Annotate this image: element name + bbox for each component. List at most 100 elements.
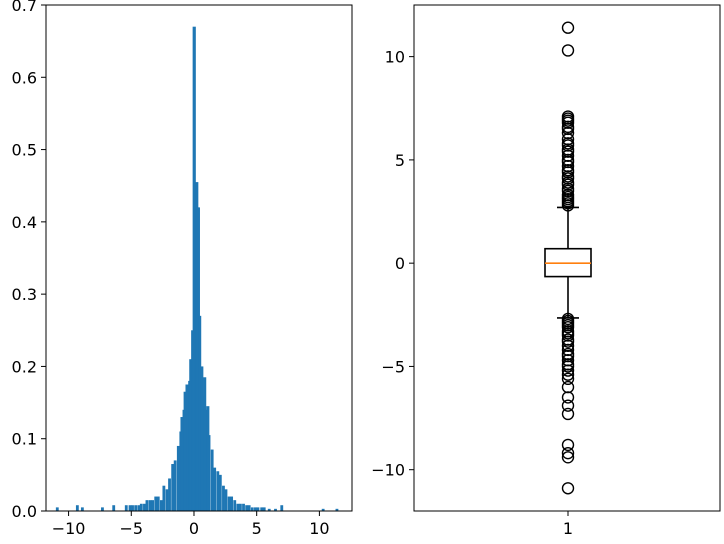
boxplot-fliers xyxy=(561,21,575,495)
histogram-bars xyxy=(55,26,339,511)
boxplot-frame xyxy=(413,4,721,512)
histogram-bar xyxy=(171,464,175,511)
y-tick-label: 0.1 xyxy=(12,430,37,449)
histogram-bar xyxy=(139,503,143,511)
histogram-bar xyxy=(210,449,214,511)
histogram-axes: −10 −5 0 5 10 0.0 0.1 0.2 0.3 0.4 0.5 0.6 0.7 xyxy=(12,0,353,538)
histogram-bar xyxy=(165,489,169,511)
x-tick-label: 1 xyxy=(563,519,573,538)
histogram-bar xyxy=(101,507,104,511)
histogram-bar xyxy=(159,500,163,511)
y-tick-label: −10 xyxy=(371,461,405,480)
histogram-bar xyxy=(203,377,207,511)
histogram-bar xyxy=(145,500,149,511)
histogram-bar xyxy=(183,391,187,511)
histogram-bar xyxy=(216,471,220,511)
histogram-bar xyxy=(218,474,222,511)
histogram-bar xyxy=(80,507,84,511)
y-tick-label: 5 xyxy=(395,151,405,170)
histogram-y-ticks: 0.0 0.1 0.2 0.3 0.4 0.5 0.6 0.7 xyxy=(12,0,46,521)
histogram-bar xyxy=(224,489,228,511)
y-tick-label: 0.7 xyxy=(12,0,37,15)
outlier-point xyxy=(561,364,575,377)
histogram-frame xyxy=(45,4,353,512)
outlier-point xyxy=(561,391,575,404)
histogram-bar xyxy=(321,508,325,511)
histogram-bar xyxy=(260,507,264,511)
y-tick-label: 0.5 xyxy=(12,141,37,160)
histogram-bar xyxy=(195,182,199,511)
x-tick-label: 0 xyxy=(189,519,199,538)
outlier-point xyxy=(561,21,575,34)
histogram-bar xyxy=(245,505,249,511)
y-tick-label: 0.0 xyxy=(12,502,37,521)
y-tick-label: 0.4 xyxy=(12,213,37,232)
y-tick-label: 0.6 xyxy=(12,68,37,87)
histogram-bar xyxy=(137,505,141,511)
histogram-bar xyxy=(250,507,254,511)
boxplot-axes: −10 −5 0 5 10 1 xyxy=(371,4,721,538)
outlier-point xyxy=(561,368,575,381)
histogram-bar xyxy=(280,505,284,511)
histogram-bar xyxy=(143,503,146,511)
histogram-bar xyxy=(233,500,237,511)
histogram-bar xyxy=(200,366,204,511)
histogram-bar xyxy=(128,505,132,511)
histogram-bar xyxy=(222,485,225,511)
boxplot-x-ticks: 1 xyxy=(563,511,573,538)
histogram-bar xyxy=(173,460,177,511)
outlier-point xyxy=(561,407,575,421)
outlier-point xyxy=(561,320,575,334)
histogram-bar xyxy=(55,507,59,511)
histogram-bar xyxy=(185,384,189,511)
histogram-bar xyxy=(206,406,210,511)
histogram-bar xyxy=(335,508,339,511)
histogram-bar xyxy=(148,500,152,511)
histogram-bar xyxy=(151,500,155,511)
histogram-bar xyxy=(213,467,217,511)
outlier-point xyxy=(561,372,575,386)
outlier-point xyxy=(561,482,575,495)
x-tick-label: −10 xyxy=(52,519,86,538)
histogram-bar xyxy=(230,496,234,511)
histogram-bar xyxy=(168,478,171,511)
y-tick-label: 0 xyxy=(395,254,405,273)
histogram-bar xyxy=(238,503,242,511)
outlier-point xyxy=(561,44,575,57)
outlier-point xyxy=(561,451,575,464)
x-tick-label: 10 xyxy=(309,519,329,538)
y-tick-label: 0.3 xyxy=(12,285,37,304)
x-tick-label: 5 xyxy=(252,519,262,538)
boxplot-body xyxy=(544,206,592,319)
histogram-bar xyxy=(180,417,184,511)
histogram-bar xyxy=(156,496,160,511)
histogram-bar xyxy=(236,503,240,511)
histogram-bar xyxy=(124,505,128,511)
outlier-point xyxy=(561,399,575,412)
histogram-bar xyxy=(254,507,257,511)
outlier-point xyxy=(561,446,575,460)
y-tick-label: 0.2 xyxy=(12,357,37,376)
outlier-point xyxy=(561,335,575,348)
histogram-bar xyxy=(176,445,180,511)
histogram-bar xyxy=(131,505,134,511)
histogram-bar xyxy=(187,398,191,511)
histogram-bar xyxy=(162,485,166,511)
x-tick-label: −5 xyxy=(119,519,143,538)
histogram-bar xyxy=(154,496,158,511)
histogram-bar xyxy=(247,505,251,511)
histogram-bar xyxy=(189,359,193,511)
histogram-bar xyxy=(112,505,116,511)
histogram-x-ticks: −10 −5 0 5 10 xyxy=(52,511,330,538)
histogram-bar xyxy=(75,505,79,511)
histogram-bar xyxy=(198,315,202,511)
boxplot-y-ticks: −10 −5 0 5 10 xyxy=(371,48,414,480)
histogram-bar xyxy=(242,503,245,511)
histogram-bar xyxy=(227,496,231,511)
histogram-bar xyxy=(134,505,138,511)
histogram-bar xyxy=(192,26,196,511)
histogram-bar xyxy=(262,507,266,511)
histogram-bar xyxy=(274,508,277,511)
